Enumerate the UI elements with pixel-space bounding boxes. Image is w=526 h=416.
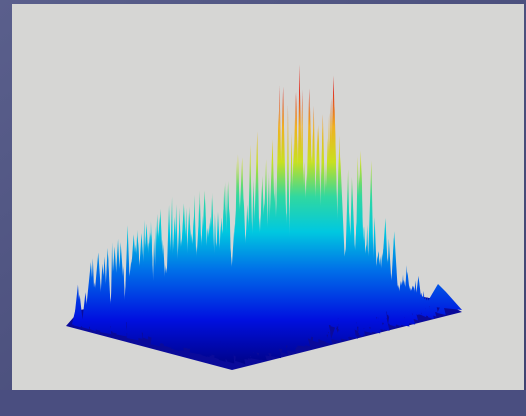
page: (() => { const svg = document.getElement…: [0, 0, 526, 416]
surface-plot-image: [0, 0, 526, 416]
bottom-band: [0, 390, 526, 416]
